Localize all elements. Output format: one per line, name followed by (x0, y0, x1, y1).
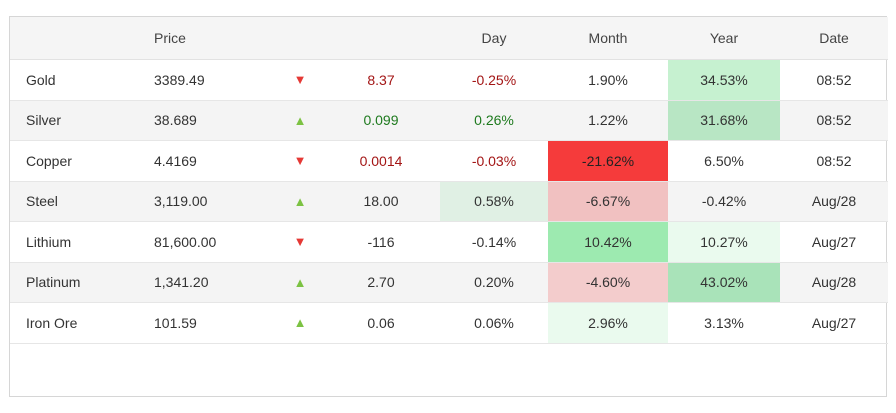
header-price: Price (138, 17, 278, 60)
year-percent-cell: -0.42% (668, 181, 780, 222)
direction-cell: ▼ (278, 59, 322, 101)
day-percent-cell: 0.06% (440, 302, 548, 344)
triangle-up-icon: ▲ (293, 315, 307, 331)
commodity-name: Gold (10, 59, 138, 101)
date-cell: 08:52 (780, 59, 888, 101)
price-cell: 4.4169 (138, 140, 278, 182)
year-percent-cell: 3.13% (668, 302, 780, 344)
year-percent-cell: 43.02% (668, 262, 780, 303)
triangle-down-icon: ▼ (293, 72, 307, 88)
header-day: Day (440, 17, 548, 60)
month-percent-cell: 10.42% (548, 221, 668, 263)
price-cell: 81,600.00 (138, 221, 278, 263)
price-cell: 101.59 (138, 302, 278, 344)
header-name (10, 17, 138, 60)
header-year: Year (668, 17, 780, 60)
month-percent-cell: -4.60% (548, 262, 668, 303)
direction-cell: ▲ (278, 100, 322, 141)
day-percent-cell: 0.26% (440, 100, 548, 141)
header-month: Month (548, 17, 668, 60)
commodity-name: Silver (10, 100, 138, 141)
change-cell: 18.00 (322, 181, 440, 222)
triangle-up-icon: ▲ (293, 274, 307, 290)
price-cell: 1,341.20 (138, 262, 278, 303)
commodity-name: Steel (10, 181, 138, 222)
triangle-down-icon: ▼ (293, 153, 307, 169)
day-percent-cell: -0.14% (440, 221, 548, 263)
day-percent-cell: -0.03% (440, 140, 548, 182)
change-cell: 0.0014 (322, 140, 440, 182)
header-arrow (278, 17, 322, 60)
price-cell: 3,119.00 (138, 181, 278, 222)
change-cell: 0.06 (322, 302, 440, 344)
table-row[interactable]: Iron Ore 101.59 ▲ 0.06 0.06% 2.96% 3.13% Aug/27 (10, 302, 888, 344)
date-cell: Aug/27 (780, 302, 888, 344)
table-row[interactable]: Gold 3389.49 ▼ 8.37 -0.25% 1.90% 34.53% 08:52 (10, 59, 888, 101)
year-percent-cell: 6.50% (668, 140, 780, 182)
triangle-down-icon: ▼ (293, 234, 307, 250)
date-cell: 08:52 (780, 140, 888, 182)
year-percent-cell: 10.27% (668, 221, 780, 263)
day-percent-cell: 0.20% (440, 262, 548, 303)
direction-cell: ▼ (278, 140, 322, 182)
month-percent-cell: -21.62% (548, 140, 668, 182)
commodity-name: Iron Ore (10, 302, 138, 344)
month-percent-cell: -6.67% (548, 181, 668, 222)
month-percent-cell: 1.22% (548, 100, 668, 141)
table-row[interactable]: Silver 38.689 ▲ 0.099 0.26% 1.22% 31.68% 08:52 (10, 100, 888, 141)
month-percent-cell: 2.96% (548, 302, 668, 344)
date-cell: Aug/27 (780, 221, 888, 263)
table-row[interactable]: Platinum 1,341.20 ▲ 2.70 0.20% -4.60% 43.02% Au… (10, 262, 888, 303)
triangle-up-icon: ▲ (293, 193, 307, 209)
table-header-row: Price Day Month Year Date (10, 17, 888, 60)
table-row[interactable]: Steel 3,119.00 ▲ 18.00 0.58% -6.67% -0.42% Aug/… (10, 181, 888, 222)
date-cell: Aug/28 (780, 181, 888, 222)
direction-cell: ▼ (278, 221, 322, 263)
change-cell: 2.70 (322, 262, 440, 303)
year-percent-cell: 31.68% (668, 100, 780, 141)
year-percent-cell: 34.53% (668, 59, 780, 101)
direction-cell: ▲ (278, 262, 322, 303)
month-percent-cell: 1.90% (548, 59, 668, 101)
table-row[interactable]: Copper 4.4169 ▼ 0.0014 -0.03% -21.62% 6.50% 08:… (10, 140, 888, 182)
price-cell: 3389.49 (138, 59, 278, 101)
day-percent-cell: -0.25% (440, 59, 548, 101)
triangle-up-icon: ▲ (293, 112, 307, 128)
commodity-name: Lithium (10, 221, 138, 263)
date-cell: 08:52 (780, 100, 888, 141)
direction-cell: ▲ (278, 181, 322, 222)
price-cell: 38.689 (138, 100, 278, 141)
commodities-table: Price Day Month Year Date Gold 3389.49 ▼ 8.… (10, 17, 888, 344)
header-change (322, 17, 440, 60)
commodities-table-panel: Price Day Month Year Date Gold 3389.49 ▼ 8.… (9, 16, 888, 397)
change-cell: 0.099 (322, 100, 440, 141)
header-date: Date (780, 17, 888, 60)
day-percent-cell: 0.58% (440, 181, 548, 222)
table-row[interactable]: Lithium 81,600.00 ▼ -116 -0.14% 10.42% 10.27% A… (10, 221, 888, 263)
change-cell: -116 (322, 221, 440, 263)
commodity-name: Platinum (10, 262, 138, 303)
date-cell: Aug/28 (780, 262, 888, 303)
change-cell: 8.37 (322, 59, 440, 101)
direction-cell: ▲ (278, 302, 322, 344)
commodity-name: Copper (10, 140, 138, 182)
